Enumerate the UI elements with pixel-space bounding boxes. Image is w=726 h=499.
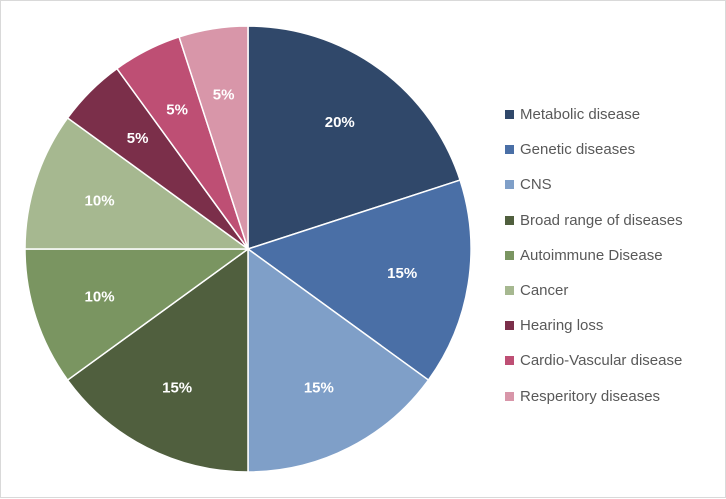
data-label-cancer: 10% <box>85 192 115 209</box>
legend-label: Autoimmune Disease <box>520 246 663 264</box>
legend-label: Genetic diseases <box>520 141 636 159</box>
legend-swatch <box>505 215 514 225</box>
legend-item-hearing-loss: Hearing loss <box>505 308 683 343</box>
legend-label: Hearing loss <box>520 317 604 335</box>
data-label-resperitory-diseases: 5% <box>213 86 235 103</box>
data-label-hearing-loss: 5% <box>127 130 149 147</box>
legend-swatch <box>505 250 514 260</box>
legend-item-cns: CNS <box>505 167 683 202</box>
legend-item-cardio-vascular-disease: Cardio-Vascular disease <box>505 343 683 378</box>
legend-swatch <box>505 391 514 401</box>
data-label-broad-range-of-diseases: 15% <box>162 380 192 397</box>
legend-swatch <box>505 321 514 331</box>
pie-slices <box>24 25 472 473</box>
data-label-cardio-vascular-disease: 5% <box>166 101 188 118</box>
pie-slice-autoimmune-disease <box>24 248 251 382</box>
pie-slice-cancer <box>24 116 251 250</box>
legend-label: Metabolic disease <box>520 106 641 124</box>
legend-swatch <box>505 145 514 155</box>
pie-slice-genetic-diseases <box>246 179 472 382</box>
legend-label: CNS <box>520 176 552 194</box>
legend-swatch <box>505 356 514 366</box>
pie-slice-cns <box>247 247 430 473</box>
legend-item-metabolic-disease: Metabolic disease <box>505 97 683 132</box>
pie-slice-metabolic-disease <box>247 25 462 251</box>
legend-swatch <box>505 110 514 120</box>
legend-label: Cancer <box>520 282 569 300</box>
legend-swatch <box>505 180 514 190</box>
pie-slice-broad-range-of-diseases <box>66 247 249 473</box>
data-label-cns: 15% <box>304 380 334 397</box>
legend-label: Cardio-Vascular disease <box>520 352 683 370</box>
legend-item-broad-range-of-diseases: Broad range of diseases <box>505 203 683 238</box>
pie-slice-resperitory-diseases <box>178 25 249 250</box>
chart-legend: Metabolic disease Genetic diseases CNS B… <box>505 97 683 414</box>
data-label-metabolic-disease: 20% <box>325 114 355 131</box>
legend-item-genetic-diseases: Genetic diseases <box>505 132 683 167</box>
legend-label: Broad range of diseases <box>520 211 683 229</box>
data-label-genetic-diseases: 15% <box>387 265 417 282</box>
legend-swatch <box>505 286 514 296</box>
pie-data-labels: 20% 15% 15% 15% 10% 10% 5% 5% 5% <box>85 86 418 396</box>
legend-item-autoimmune-disease: Autoimmune Disease <box>505 238 683 273</box>
legend-item-resperitory-diseases: Resperitory diseases <box>505 379 683 414</box>
legend-item-cancer: Cancer <box>505 273 683 308</box>
legend-label: Resperitory diseases <box>520 387 661 405</box>
data-label-autoimmune-disease: 10% <box>85 289 115 306</box>
